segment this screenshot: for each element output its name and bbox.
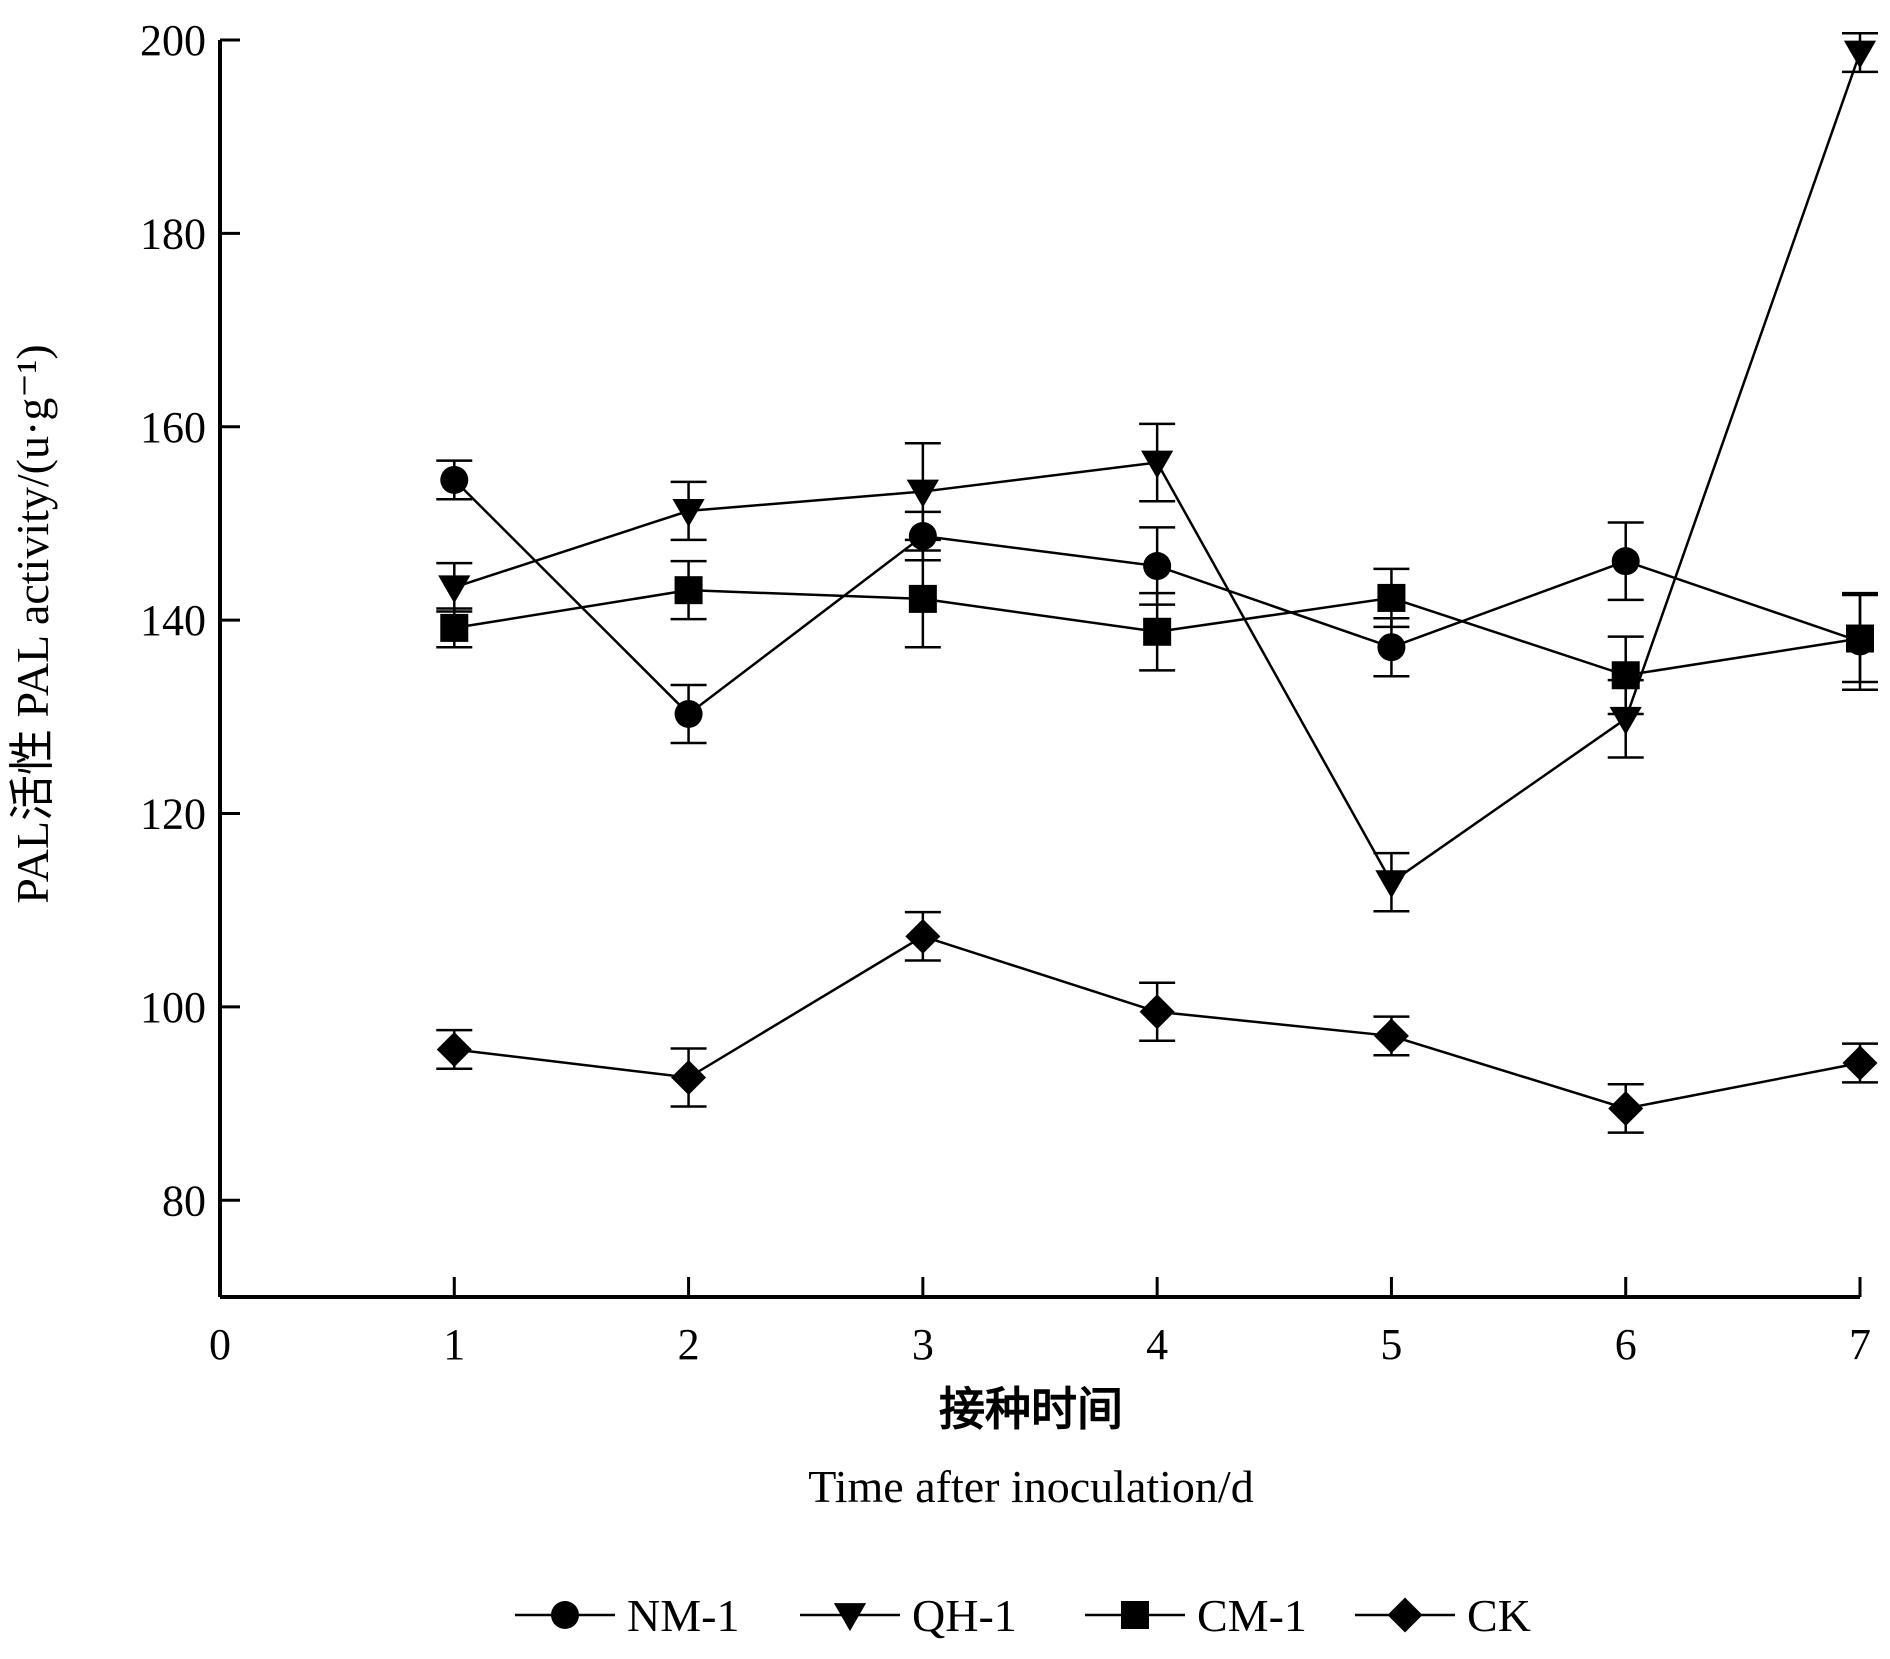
y-axis-title: PAL活性 PAL activity/(u·g⁻¹) bbox=[7, 344, 58, 903]
series-NM-1 bbox=[436, 459, 1878, 745]
legend-item-CK: CK bbox=[1355, 1590, 1531, 1641]
x-tick-label: 7 bbox=[1849, 1320, 1871, 1369]
series-QH-1 bbox=[436, 31, 1878, 913]
legend-item-NM-1: NM-1 bbox=[515, 1590, 739, 1641]
data-point bbox=[1373, 1018, 1409, 1054]
data-point bbox=[1143, 552, 1172, 581]
series-CM-1 bbox=[436, 549, 1878, 716]
data-point bbox=[906, 479, 939, 508]
x-axis-title-en: Time after inoculation/d bbox=[808, 1461, 1253, 1512]
y-tick-label: 120 bbox=[140, 790, 206, 839]
axes: 80 100 120 140 160 180 200 0 1 2 3 4 5 6 7 bbox=[140, 16, 1871, 1369]
data-point bbox=[905, 918, 941, 954]
data-point bbox=[1846, 624, 1874, 653]
x-tick-label: 3 bbox=[912, 1320, 934, 1369]
data-point bbox=[908, 584, 937, 613]
x-tick-label: 5 bbox=[1380, 1320, 1402, 1369]
data-point bbox=[1375, 870, 1408, 899]
x-tick-label: 4 bbox=[1146, 1320, 1168, 1369]
legend-label: NM-1 bbox=[627, 1590, 739, 1641]
data-point bbox=[440, 613, 469, 642]
legend-label: CM-1 bbox=[1197, 1590, 1307, 1641]
data-point bbox=[674, 576, 703, 605]
series-CK bbox=[436, 910, 1878, 1134]
data-point bbox=[436, 1031, 472, 1067]
legend-marker bbox=[1121, 1601, 1149, 1629]
legend-marker bbox=[833, 1603, 867, 1632]
series-layer bbox=[436, 31, 1878, 1134]
data-point bbox=[440, 465, 469, 494]
data-point bbox=[1611, 661, 1640, 690]
data-point bbox=[1842, 1045, 1878, 1081]
data-point bbox=[1141, 450, 1174, 479]
y-tick-label: 200 bbox=[140, 16, 206, 65]
data-point bbox=[1377, 583, 1406, 612]
y-tick-label: 160 bbox=[140, 403, 206, 452]
data-point bbox=[1377, 633, 1406, 662]
data-point bbox=[672, 498, 705, 527]
data-point bbox=[671, 1060, 707, 1096]
y-tick-label: 80 bbox=[162, 1176, 206, 1225]
x-axis-title-cn: 接种时间 bbox=[939, 1384, 1123, 1435]
legend-label: QH-1 bbox=[912, 1590, 1017, 1641]
y-tick-label: 180 bbox=[140, 209, 206, 258]
data-point bbox=[1139, 994, 1175, 1030]
x-tick-label: 0 bbox=[209, 1320, 231, 1369]
legend-label: CK bbox=[1467, 1590, 1531, 1641]
data-point bbox=[1143, 617, 1172, 646]
data-point bbox=[1843, 40, 1877, 69]
legend: NM-1 QH-1 CM-1 CK bbox=[515, 1590, 1531, 1641]
legend-item-QH-1: QH-1 bbox=[800, 1590, 1017, 1641]
data-point bbox=[674, 699, 703, 728]
x-tick-label: 6 bbox=[1615, 1320, 1637, 1369]
data-point bbox=[438, 575, 471, 604]
data-point bbox=[1608, 1090, 1644, 1126]
x-tick-label: 1 bbox=[443, 1320, 465, 1369]
legend-item-CM-1: CM-1 bbox=[1085, 1590, 1307, 1641]
y-tick-label: 100 bbox=[140, 983, 206, 1032]
legend-marker bbox=[551, 1601, 579, 1629]
y-tick-label: 140 bbox=[140, 596, 206, 645]
x-tick-label: 2 bbox=[678, 1320, 700, 1369]
data-point bbox=[1611, 547, 1640, 576]
legend-marker bbox=[1387, 1597, 1423, 1633]
